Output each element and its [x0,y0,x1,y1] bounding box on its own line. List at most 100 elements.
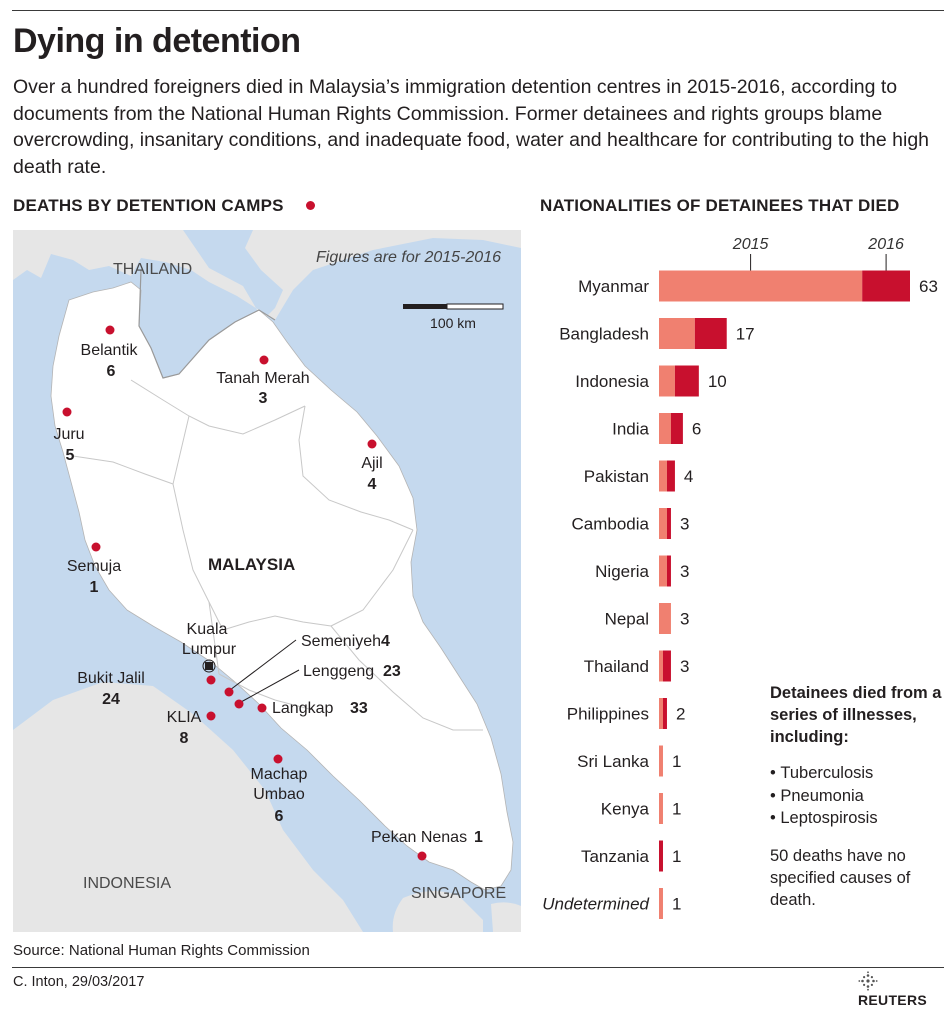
map-note: Figures are for 2015-2016 [316,249,501,266]
category-label: Philippines [567,705,649,724]
bar-rows: Myanmar 63 Bangladesh 17 Indonesia 10 India 6 Pa… [542,270,938,919]
value-label: 4 [684,467,693,486]
value-label: 3 [680,657,689,676]
category-label: Thailand [584,657,649,676]
bar-2015 [659,508,667,539]
legend-label-2015: 2015 [732,236,769,253]
page-title: Dying in detention [13,22,301,60]
map-thailand-land [13,230,521,320]
value-label: 1 [672,847,681,866]
bar-2016 [666,460,675,492]
bar-2015 [659,270,863,302]
camp-deaths-pekan-nenas: 1 [474,829,483,846]
bar-2015 [659,650,663,682]
map-scale-bar: 100 km [403,303,504,331]
camp-name-machap-umbao-line2: Umbao [253,786,305,803]
illness-notes: Detainees died from a series of illnesse… [770,682,945,911]
capital-ring [202,659,216,673]
camp-dot-semeniyeh [224,687,234,697]
bar-2015 [659,745,663,777]
credit-text: C. Inton, 29/03/2017 [13,974,145,990]
bar-2015 [659,555,667,587]
camp-dot-semuja [91,542,101,552]
bar-2015 [659,460,667,492]
value-label: 6 [692,420,701,439]
country-label-singapore: SINGAPORE [411,885,506,902]
camp-dot-belantik [105,325,115,335]
camp-deaths-machap-umbao: 6 [275,808,284,825]
category-label: Nigeria [595,562,649,581]
map-island-east [491,902,521,932]
category-label: Myanmar [578,277,649,296]
bar-legend: 2015 2016 [732,236,904,271]
reuters-brand: REUTERS [858,971,951,1008]
bar-2015 [659,365,675,397]
illness-item: Tuberculosis [770,762,945,785]
camp-name-machap-umbao-line1: Machap [251,766,308,783]
notes-heading: Detainees died from a series of illnesse… [770,684,942,746]
map-sumatra-land [13,682,363,932]
category-label: India [612,420,649,439]
capital-label-line1: Kuala [187,621,228,638]
camp-deaths-lenggeng: 23 [383,663,401,680]
camp-dot-pekan-nenas [417,851,427,861]
country-label-thailand: THAILAND [113,261,192,278]
value-label: 2 [676,705,685,724]
bar-2015 [659,603,671,634]
capital-label-line2: Lumpur [182,641,237,658]
illness-list: Tuberculosis Pneumonia Leptospirosis [770,762,945,830]
camp-legend-dot [306,201,315,210]
bottom-rule [12,967,944,968]
intro-text: Over a hundred foreigners died in Malays… [13,76,930,178]
camp-deaths-langkap: 33 [350,700,368,717]
category-label: Kenya [601,800,650,819]
brand-name: REUTERS [858,991,927,1008]
value-label: 63 [919,277,938,296]
camp-name-klia: KLIA [167,709,202,726]
camp-deaths-juru: 5 [66,447,75,464]
bar-2016 [674,365,699,397]
camp-name-bukit-jalil: Bukit Jalil [77,670,145,687]
camp-name-belantik: Belantik [81,342,139,359]
bar-2016 [670,413,683,444]
illness-item: Leptospirosis [770,807,945,830]
value-label: 3 [680,515,689,534]
camp-name-juru: Juru [53,426,84,443]
map-state-borders [72,379,483,731]
category-label: Bangladesh [559,325,649,344]
camp-deaths-semuja: 1 [90,579,99,596]
bar-2016 [662,650,671,682]
category-label: Nepal [605,610,649,629]
camp-deaths-tanah-merah: 3 [259,390,268,407]
camp-deaths-bukit-jalil: 24 [102,691,120,708]
value-label: 1 [672,800,681,819]
camp-dots [62,325,427,861]
camp-deaths-semeniyeh: 4 [381,633,390,650]
country-label-indonesia: INDONESIA [83,875,171,892]
map-section-title: DEATHS BY DETENTION CAMPS [13,196,284,215]
camp-dot-bukit-jalil [206,675,216,685]
category-label: Cambodia [572,515,650,534]
bar-2015 [659,318,695,349]
value-label: 1 [672,752,681,771]
camp-dot-lenggeng [234,699,244,709]
bar-2016 [666,508,671,539]
category-label: Undetermined [542,895,649,914]
camp-dot-langkap [257,703,267,713]
country-label-malaysia: MALAYSIA [208,555,295,574]
value-label: 3 [680,562,689,581]
detention-map: 100 km Figures are for 2015-2016 THAILAN… [13,230,521,932]
source-text: Source: National Human Rights Commission [13,942,310,959]
camp-dot-tanah-merah [259,355,269,365]
camp-name-langkap: Langkap [272,700,333,717]
category-label: Pakistan [584,467,649,486]
bar-2016 [659,840,663,872]
camp-name-lenggeng: Lenggeng [303,663,374,680]
category-label: Tanzania [581,847,650,866]
bar-2015 [659,413,671,444]
camp-name-pekan-nenas: Pekan Nenas [371,829,467,846]
bar-2016 [694,318,727,349]
camp-dot-machap-umbao [273,754,283,764]
camp-name-semuja: Semuja [67,558,121,575]
camp-dot-klia [206,711,216,721]
